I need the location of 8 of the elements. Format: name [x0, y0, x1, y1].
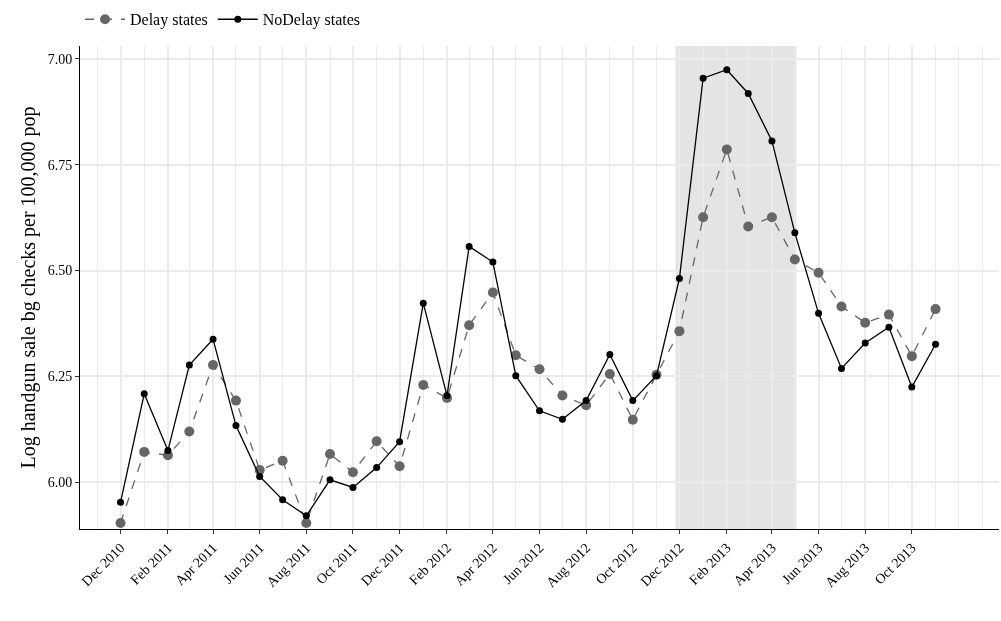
legend-label: NoDelay states [262, 11, 361, 30]
y-axis-title: Log handgun sale bg checks per 100,000 pop [17, 106, 41, 469]
y-tick-label: 6.75 [47, 157, 73, 173]
y-tick-label: 6.25 [47, 369, 73, 385]
y-tick-label: 6.50 [47, 263, 73, 279]
legend-label: Delay states [130, 11, 208, 30]
y-tick-label: 7.00 [47, 51, 73, 67]
y-tick-label: 6.00 [47, 475, 73, 491]
